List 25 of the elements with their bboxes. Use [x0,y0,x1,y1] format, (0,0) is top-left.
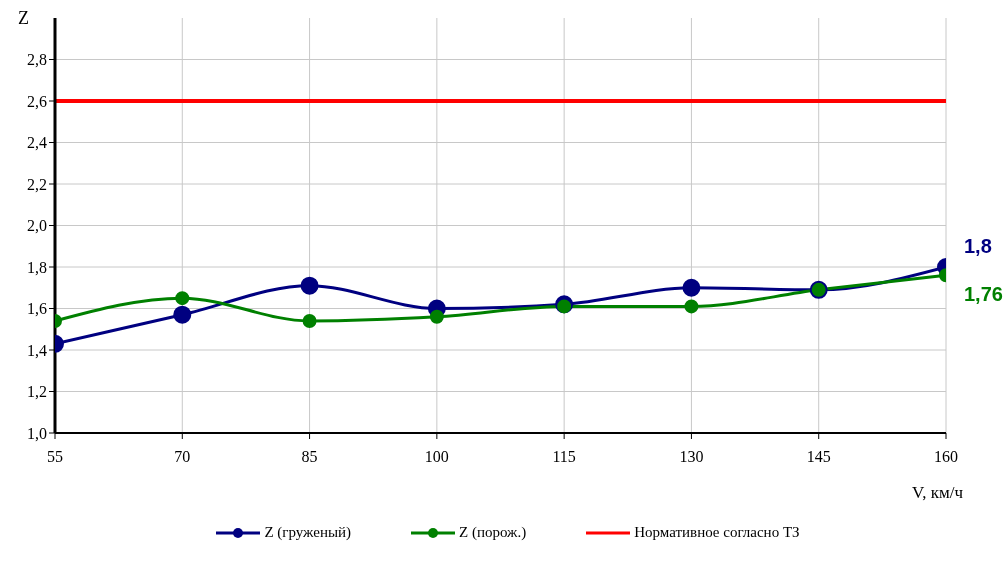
x-tick-label: 70 [174,448,191,466]
y-tick-label: 1,8 [27,258,47,276]
y-tick-label: 2,0 [27,217,47,235]
legend-label: Нормативное согласно ТЗ [634,524,800,541]
x-tick-label: 160 [934,448,958,466]
x-tick-label: 55 [47,448,63,466]
y-tick-label: 2,8 [27,51,47,69]
y-tick-label: 1,4 [27,341,47,359]
legend-label: Z (порож.) [459,524,527,541]
x-axis-title: V, км/ч [912,483,963,503]
y-tick-label: 1,6 [27,300,47,318]
legend-label: Z (груженый) [264,524,352,541]
y-tick-label: 1,0 [27,424,47,442]
y-tick-label: 2,4 [27,134,47,152]
data-label: 1,76 [964,283,1003,306]
data-label: 1,8 [964,235,992,257]
y-axis-title: Z [18,8,29,29]
y-tick-label: 1,2 [27,383,47,401]
y-tick-label: 2,2 [27,175,47,193]
x-tick-label: 115 [552,448,576,466]
x-tick-label: 85 [301,448,318,466]
x-tick-label: 145 [806,448,831,466]
x-tick-label: 100 [424,448,449,466]
x-tick-label: 130 [679,448,704,466]
y-tick-label: 2,6 [27,92,47,110]
